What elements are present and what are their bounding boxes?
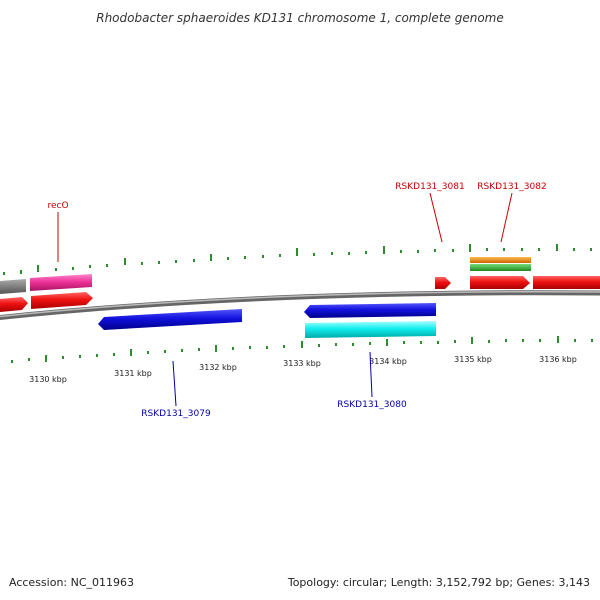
- gene-rskd131-3080[interactable]: [305, 321, 436, 338]
- gene-gray-partial[interactable]: [0, 279, 26, 294]
- gene-rskd131-3079[interactable]: [98, 309, 242, 330]
- genome-backbone-highlight: [0, 290, 600, 318]
- gene-blue-mid[interactable]: [304, 303, 436, 318]
- leader-rskd131-3079: [172, 360, 177, 407]
- leader-rskd131-3080: [369, 351, 373, 398]
- tick-label-3132: 3132 kbp: [199, 363, 237, 372]
- tick-label-3133: 3133 kbp: [283, 359, 321, 368]
- reverse-features: [98, 303, 436, 338]
- lower-tick-row: [11, 336, 593, 363]
- gene-rskd131-3082[interactable]: [470, 276, 530, 289]
- gene-label-reco[interactable]: recO: [47, 201, 68, 211]
- tick-label-3135: 3135 kbp: [454, 355, 492, 364]
- forward-features: [0, 257, 600, 312]
- gene-label-rskd131-3081[interactable]: RSKD131_3081: [395, 182, 464, 192]
- tick-label-3130: 3130 kbp: [29, 375, 67, 384]
- tick-label-3134: 3134 kbp: [369, 357, 407, 366]
- gene-label-rskd131-3082[interactable]: RSKD131_3082: [477, 182, 546, 192]
- topology-text: Topology: circular; Length: 3,152,792 bp…: [287, 576, 590, 589]
- gene-orange-bar[interactable]: [470, 257, 531, 263]
- gene-red-right[interactable]: [533, 276, 600, 289]
- map-title: Rhodobacter sphaeroides KD131 chromosome…: [96, 11, 504, 25]
- gene-label-rskd131-3080[interactable]: RSKD131_3080: [337, 400, 407, 410]
- upper-tick-row: [3, 244, 592, 275]
- gene-red-partial-left[interactable]: [0, 297, 28, 312]
- accession-text: Accession: NC_011963: [9, 576, 134, 589]
- gene-labels: recO RSKD131_3081 RSKD131_3082 RSKD131_3…: [47, 182, 546, 419]
- gene-reco[interactable]: [30, 274, 92, 291]
- gene-label-rskd131-3079[interactable]: RSKD131_3079: [141, 409, 211, 419]
- gene-green-bar[interactable]: [470, 264, 531, 271]
- tick-label-3131: 3131 kbp: [114, 369, 152, 378]
- gene-rskd131-3081[interactable]: [435, 277, 451, 289]
- tick-label-3136: 3136 kbp: [539, 355, 577, 364]
- leader-rskd131-3082: [500, 192, 513, 243]
- leader-rskd131-3081: [429, 192, 443, 243]
- label-leaders: [57, 192, 513, 407]
- genome-backbone: [0, 290, 600, 320]
- gene-red-left[interactable]: [31, 292, 93, 309]
- tick-labels: 3130 kbp 3131 kbp 3132 kbp 3133 kbp 3134…: [29, 355, 577, 384]
